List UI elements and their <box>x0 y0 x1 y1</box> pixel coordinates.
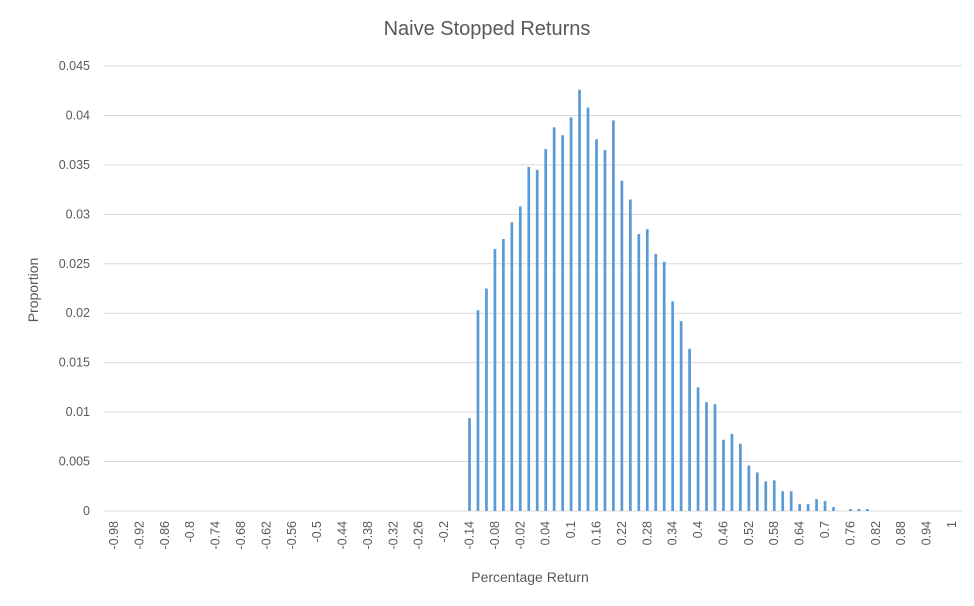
y-tick-label: 0.04 <box>66 108 90 122</box>
bar <box>654 253 658 511</box>
bar <box>569 117 573 511</box>
bar <box>806 504 810 511</box>
bar <box>645 229 649 511</box>
bar <box>468 418 471 511</box>
x-tick-label: -0.08 <box>488 521 502 550</box>
bars <box>468 89 869 512</box>
bar <box>739 443 742 511</box>
bar <box>628 199 632 511</box>
x-tick-label: 0.16 <box>589 521 603 545</box>
bar <box>662 261 666 511</box>
x-tick-label: 0.04 <box>539 521 553 545</box>
y-tick-label: 0.03 <box>66 207 90 221</box>
y-axis-title: Proportion <box>25 258 41 323</box>
y-tick-label: 0.015 <box>59 356 90 370</box>
bar <box>552 127 556 512</box>
bar <box>730 433 734 511</box>
bar <box>620 180 624 511</box>
x-tick-label: -0.5 <box>310 521 324 543</box>
y-tick-label: 0.045 <box>59 59 90 73</box>
bar <box>713 404 717 511</box>
x-tick-label: 0.22 <box>615 521 629 545</box>
bar <box>772 480 776 511</box>
bar <box>595 139 598 511</box>
y-tick-label: 0.035 <box>59 158 90 172</box>
bar <box>561 135 564 511</box>
bar <box>755 472 759 511</box>
bar <box>823 501 827 511</box>
x-tick-label: -0.74 <box>209 521 223 550</box>
bar <box>535 169 539 512</box>
x-tick-label: -0.14 <box>463 521 477 550</box>
x-tick-label: 0.94 <box>920 521 934 545</box>
x-tick-label: 0.58 <box>767 521 781 545</box>
bar <box>671 301 675 511</box>
bar <box>476 310 480 511</box>
x-tick-label: -0.32 <box>386 521 400 550</box>
x-tick-label: 0.4 <box>691 521 705 538</box>
bar <box>637 234 641 511</box>
bar <box>696 387 700 511</box>
bar <box>688 348 691 511</box>
x-tick-label: -0.56 <box>285 521 299 550</box>
y-tick-label: 0.025 <box>59 257 90 271</box>
x-tick-label: -0.38 <box>361 521 375 550</box>
x-tick-label: -0.26 <box>412 521 426 550</box>
bar <box>722 439 725 511</box>
x-tick-label: 0.28 <box>640 521 654 545</box>
bar <box>578 89 581 511</box>
y-axis-ticks: 0 0.005 0.01 0.015 0.02 0.025 0.03 0.035 0.04 0.0… <box>59 59 90 518</box>
bar <box>747 465 751 511</box>
bar <box>612 120 615 511</box>
bar <box>510 222 514 511</box>
bar <box>485 288 488 511</box>
bar <box>502 239 505 512</box>
bar <box>603 150 607 512</box>
x-tick-label: 0.82 <box>869 521 883 545</box>
x-tick-label: -0.68 <box>234 521 248 550</box>
bar <box>865 509 869 511</box>
chart-title: Naive Stopped Returns <box>384 18 591 40</box>
x-tick-label: -0.92 <box>132 521 146 550</box>
gridlines <box>104 65 962 512</box>
bar <box>493 248 497 511</box>
x-tick-label: 0.76 <box>843 521 857 545</box>
y-tick-label: 0 <box>83 504 90 518</box>
bar <box>586 107 590 512</box>
x-axis-ticks: -0.98 -0.92 -0.86 -0.8 -0.74 -0.68 -0.62 -0.56-… <box>107 521 959 550</box>
bar <box>832 507 835 511</box>
x-tick-label: 0.34 <box>666 521 680 545</box>
bar <box>815 499 818 511</box>
y-tick-label: 0.005 <box>59 455 90 469</box>
x-tick-label: 0.88 <box>894 521 908 545</box>
x-tick-label: 0.52 <box>742 521 756 545</box>
bar <box>764 481 768 511</box>
bar <box>857 509 861 511</box>
bar <box>518 206 522 511</box>
x-tick-label: -0.2 <box>437 521 451 543</box>
x-tick-label: -0.62 <box>259 521 273 550</box>
bar <box>781 491 785 511</box>
bar <box>849 509 852 511</box>
x-axis-title: Percentage Return <box>471 569 589 585</box>
x-tick-label: 0.64 <box>793 521 807 545</box>
x-tick-label: -0.8 <box>183 521 197 543</box>
x-tick-label: -0.98 <box>107 521 121 550</box>
x-tick-label: 0.1 <box>564 521 578 538</box>
x-tick-label: -0.86 <box>158 521 172 550</box>
bar <box>789 491 793 511</box>
x-tick-label: 1 <box>945 521 959 528</box>
bar <box>679 321 683 511</box>
x-tick-label: 0.46 <box>716 521 730 545</box>
bar <box>544 149 548 512</box>
x-tick-label: 0.7 <box>818 521 832 538</box>
bar <box>527 166 531 511</box>
x-tick-label: -0.44 <box>336 521 350 550</box>
x-tick-label: -0.02 <box>513 521 527 550</box>
bar <box>798 504 801 511</box>
y-tick-label: 0.02 <box>66 306 90 320</box>
y-tick-label: 0.01 <box>66 405 90 419</box>
bar <box>705 402 708 511</box>
